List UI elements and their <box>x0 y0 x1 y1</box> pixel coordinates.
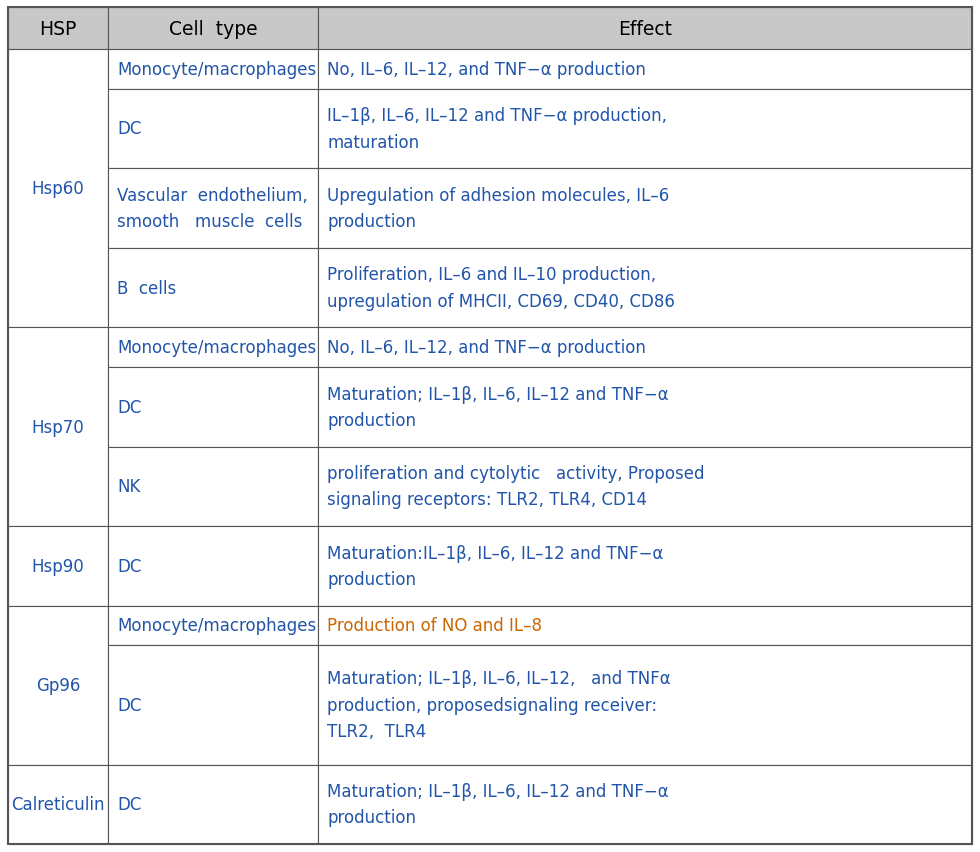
Bar <box>108 50 318 89</box>
Bar <box>318 249 972 328</box>
Bar <box>318 89 972 169</box>
Bar <box>318 447 972 527</box>
Text: Proliferation, IL–6 and IL–10 production,
upregulation of MHCII, CD69, CD40, CD8: Proliferation, IL–6 and IL–10 production… <box>327 266 675 310</box>
Bar <box>318 646 972 764</box>
Bar <box>318 606 972 646</box>
Text: Monocyte/macrophages: Monocyte/macrophages <box>117 339 317 357</box>
Text: DC: DC <box>117 557 141 575</box>
Bar <box>8 606 108 764</box>
Bar <box>318 527 972 606</box>
Text: NK: NK <box>117 478 140 496</box>
Text: Vascular  endothelium,
smooth   muscle  cells: Vascular endothelium, smooth muscle cell… <box>117 187 308 231</box>
Bar <box>8 328 108 527</box>
Bar <box>108 646 318 764</box>
Bar <box>108 249 318 328</box>
Bar <box>318 328 972 367</box>
Bar <box>8 764 108 844</box>
Bar <box>8 527 108 606</box>
Text: Monocyte/macrophages: Monocyte/macrophages <box>117 617 317 635</box>
Bar <box>108 764 318 844</box>
Text: Hsp90: Hsp90 <box>31 557 84 575</box>
Text: Hsp70: Hsp70 <box>31 418 84 436</box>
Text: Maturation; IL–1β, IL–6, IL–12,   and TNFα
production, proposedsignaling receive: Maturation; IL–1β, IL–6, IL–12, and TNFα… <box>327 670 670 740</box>
Text: Upregulation of adhesion molecules, IL–6
production: Upregulation of adhesion molecules, IL–6… <box>327 187 669 231</box>
Bar <box>318 169 972 249</box>
Bar <box>108 527 318 606</box>
Bar <box>108 447 318 527</box>
Text: DC: DC <box>117 696 141 714</box>
Text: Calreticulin: Calreticulin <box>11 795 105 814</box>
Text: Monocyte/macrophages: Monocyte/macrophages <box>117 60 317 78</box>
Bar <box>318 367 972 447</box>
Text: proliferation and cytolytic   activity, Proposed
signaling receptors: TLR2, TLR4: proliferation and cytolytic activity, Pr… <box>327 464 705 509</box>
Bar <box>318 8 972 50</box>
Bar <box>318 764 972 844</box>
Text: Maturation; IL–1β, IL–6, IL–12 and TNF−α
production: Maturation; IL–1β, IL–6, IL–12 and TNF−α… <box>327 782 668 826</box>
Text: HSP: HSP <box>39 20 76 38</box>
Bar <box>108 169 318 249</box>
Bar <box>108 89 318 169</box>
Text: No, IL–6, IL–12, and TNF−α production: No, IL–6, IL–12, and TNF−α production <box>327 339 646 357</box>
Text: Maturation:IL–1β, IL–6, IL–12 and TNF−α
production: Maturation:IL–1β, IL–6, IL–12 and TNF−α … <box>327 544 663 588</box>
Bar <box>8 50 108 328</box>
Bar <box>318 50 972 89</box>
Text: Cell  type: Cell type <box>169 20 258 38</box>
Text: Effect: Effect <box>618 20 672 38</box>
Text: B  cells: B cells <box>117 279 176 297</box>
Text: Gp96: Gp96 <box>36 676 80 694</box>
Text: Maturation; IL–1β, IL–6, IL–12 and TNF−α
production: Maturation; IL–1β, IL–6, IL–12 and TNF−α… <box>327 385 668 429</box>
Text: DC: DC <box>117 120 141 138</box>
Text: DC: DC <box>117 795 141 814</box>
Text: Hsp60: Hsp60 <box>31 180 84 198</box>
Bar <box>108 8 318 50</box>
Text: No, IL–6, IL–12, and TNF−α production: No, IL–6, IL–12, and TNF−α production <box>327 60 646 78</box>
Bar <box>8 8 108 50</box>
Bar <box>108 606 318 646</box>
Bar <box>108 367 318 447</box>
Text: DC: DC <box>117 398 141 417</box>
Text: IL–1β, IL–6, IL–12 and TNF−α production,
maturation: IL–1β, IL–6, IL–12 and TNF−α production,… <box>327 107 667 152</box>
Bar <box>108 328 318 367</box>
Text: Production of NO and IL–8: Production of NO and IL–8 <box>327 617 542 635</box>
